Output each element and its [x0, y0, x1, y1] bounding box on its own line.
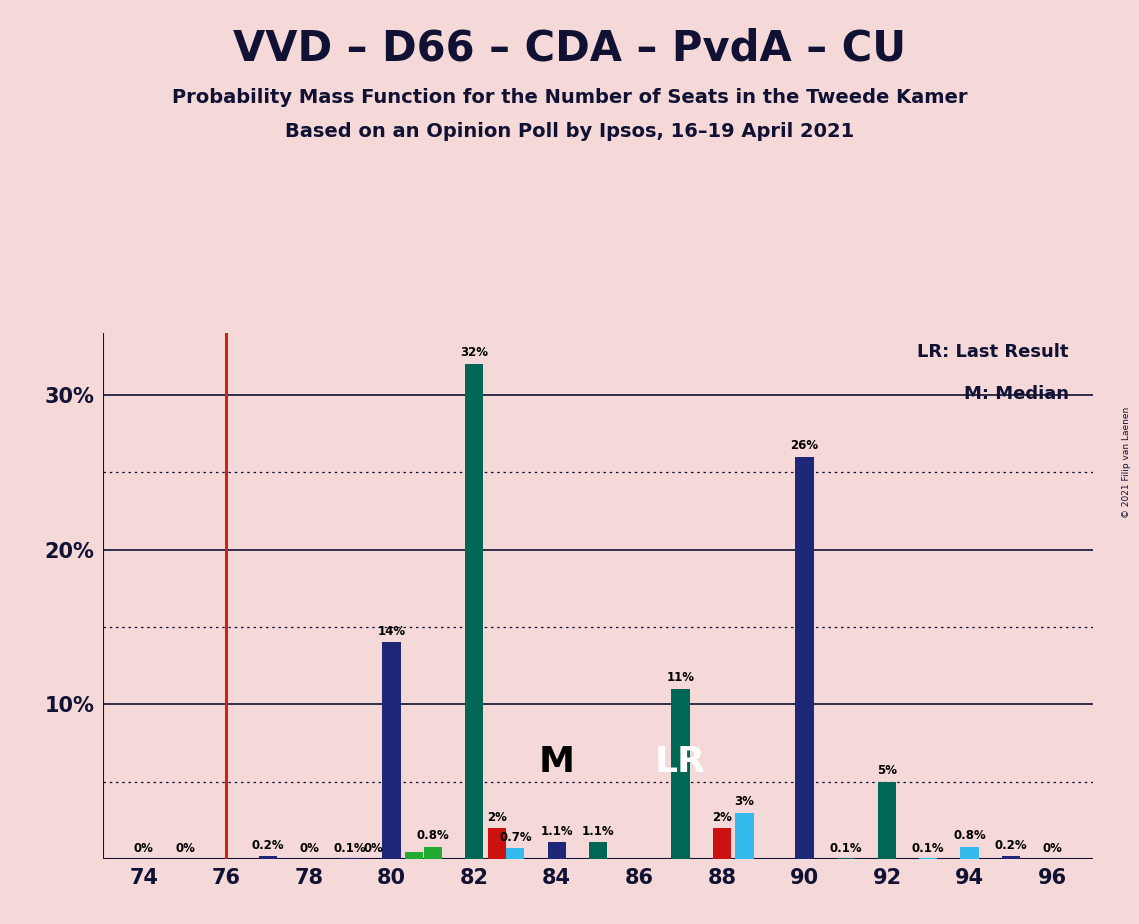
Bar: [960, 847, 978, 859]
Bar: [713, 828, 731, 859]
Text: Based on an Opinion Poll by Ipsos, 16–19 April 2021: Based on an Opinion Poll by Ipsos, 16–19…: [285, 122, 854, 141]
Bar: [878, 782, 896, 859]
Text: 0.2%: 0.2%: [994, 839, 1027, 852]
Bar: [589, 843, 607, 859]
Text: 0.7%: 0.7%: [499, 831, 532, 844]
Text: 1.1%: 1.1%: [582, 824, 614, 838]
Text: LR: LR: [655, 745, 706, 779]
Bar: [487, 828, 506, 859]
Text: 14%: 14%: [377, 625, 405, 638]
Text: 11%: 11%: [666, 671, 695, 685]
Text: 0.8%: 0.8%: [953, 829, 986, 843]
Bar: [919, 857, 937, 859]
Bar: [672, 689, 689, 859]
Text: M: M: [539, 745, 575, 779]
Text: 0%: 0%: [1042, 842, 1062, 855]
Text: 2%: 2%: [486, 810, 507, 823]
Text: 0.1%: 0.1%: [829, 842, 862, 855]
Bar: [837, 857, 854, 859]
Bar: [507, 848, 524, 859]
Text: LR: Last Result: LR: Last Result: [917, 343, 1068, 361]
Bar: [405, 852, 424, 859]
Text: 2%: 2%: [712, 810, 731, 823]
Text: 0.2%: 0.2%: [252, 839, 284, 852]
Text: 0.1%: 0.1%: [912, 842, 944, 855]
Text: M: Median: M: Median: [964, 385, 1068, 403]
Text: 0.1%: 0.1%: [334, 842, 367, 855]
Text: 5%: 5%: [877, 764, 898, 777]
Bar: [736, 813, 754, 859]
Text: 0.8%: 0.8%: [417, 829, 449, 843]
Bar: [342, 857, 359, 859]
Text: 3%: 3%: [735, 796, 754, 808]
Text: 0%: 0%: [134, 842, 154, 855]
Bar: [465, 364, 483, 859]
Text: Probability Mass Function for the Number of Seats in the Tweede Kamer: Probability Mass Function for the Number…: [172, 88, 967, 107]
Bar: [383, 642, 401, 859]
Text: 26%: 26%: [790, 439, 819, 452]
Text: 0%: 0%: [363, 842, 383, 855]
Text: 0%: 0%: [300, 842, 319, 855]
Text: 1.1%: 1.1%: [540, 824, 573, 838]
Text: 32%: 32%: [460, 346, 489, 359]
Text: © 2021 Filip van Laenen: © 2021 Filip van Laenen: [1122, 407, 1131, 517]
Bar: [259, 857, 277, 859]
Bar: [548, 843, 566, 859]
Bar: [424, 847, 442, 859]
Text: VVD – D66 – CDA – PvdA – CU: VVD – D66 – CDA – PvdA – CU: [233, 28, 906, 69]
Bar: [795, 456, 813, 859]
Bar: [1002, 857, 1019, 859]
Text: 0%: 0%: [175, 842, 195, 855]
